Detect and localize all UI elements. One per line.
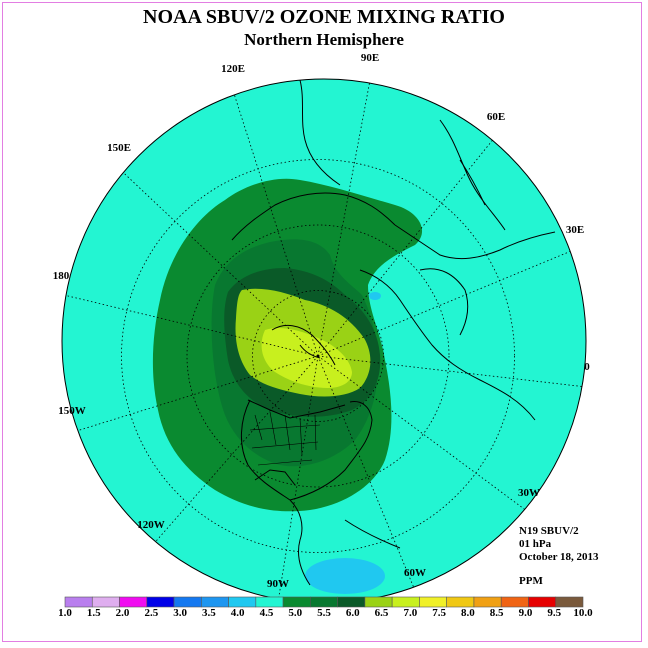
colorbar-tick-label: 3.5: [202, 607, 216, 619]
colorbar: [64, 596, 584, 608]
figure-frame: [2, 2, 642, 642]
instrument-label: N19 SBUV/2: [519, 525, 579, 537]
contour-7-0: [261, 327, 352, 388]
colorbar-swatch: [500, 596, 529, 608]
colorbar-swatch: [255, 596, 284, 608]
contour-4-0-south: [305, 558, 385, 594]
meridian-line: [317, 355, 583, 387]
colorbar-tick-label: 9.0: [518, 607, 533, 619]
colorbar-tick-label: 7.5: [432, 607, 446, 619]
units-label: PPM: [519, 575, 543, 587]
colorbar-tick-label: 8.5: [489, 607, 504, 619]
meridian-line: [317, 355, 414, 588]
colorbar-swatch: [173, 596, 202, 608]
colorbar-swatch: [310, 596, 338, 608]
lon-label-60w: 60W: [404, 567, 426, 579]
colorbar-swatch: [528, 596, 557, 608]
lon-label-120e: 120E: [221, 63, 245, 75]
colorbar-tick-label: 5.5: [317, 607, 331, 619]
colorbar-tick-label: 1.0: [58, 607, 72, 619]
colorbar-swatch: [391, 596, 420, 608]
colorbar-swatch: [364, 596, 393, 608]
state-boundaries: [249, 411, 321, 466]
latitude-circle: [121, 159, 515, 553]
colorbar-tick-label: 4.5: [259, 607, 274, 619]
colorbar-swatch: [201, 596, 229, 608]
pressure-level-label: 01 hPa: [519, 538, 552, 550]
latitude-circle: [252, 290, 384, 422]
meridian-line: [123, 172, 319, 357]
lon-label-60e: 60E: [487, 111, 505, 123]
meridian-line: [317, 355, 525, 510]
page-title: NOAA SBUV/2 OZONE MIXING RATIO: [143, 6, 505, 28]
lon-label-0: 0: [584, 361, 590, 373]
colorbar-tick-label: 2.0: [115, 607, 130, 619]
colorbar-tick-label: 1.5: [86, 607, 101, 619]
colorbar-swatch: [282, 596, 311, 608]
lon-label-120w: 120W: [137, 519, 165, 531]
lon-label-30e: 30E: [566, 224, 584, 236]
colorbar-tick-label: 8.0: [461, 607, 475, 619]
colorbar-swatch: [64, 596, 93, 608]
colorbar-tick-label: 6.5: [374, 607, 389, 619]
coastlines: [231, 79, 556, 586]
colorbar-tick-label: 2.5: [144, 607, 159, 619]
lon-label-150e: 150E: [107, 142, 131, 154]
lon-label-90e: 90E: [361, 52, 379, 64]
lon-label-180: 180: [53, 270, 70, 282]
latitude-circle: [186, 224, 450, 488]
colorbar-tick-label: 4.0: [230, 607, 245, 619]
page-subtitle: Northern Hemisphere: [244, 30, 404, 49]
lon-label-30w: 30W: [518, 487, 540, 499]
colorbar-swatch: [419, 596, 447, 608]
meridian-line: [234, 94, 319, 357]
meridian-line: [155, 355, 319, 542]
colorbar-swatch: [446, 596, 475, 608]
colorbar-swatch: [119, 596, 148, 608]
colorbar-tick-label: 6.0: [345, 607, 360, 619]
colorbar-tick-label: 7.0: [403, 607, 418, 619]
meridian-line: [278, 355, 319, 600]
contour-4-0-europe: [369, 292, 381, 300]
lon-label-90w: 90W: [267, 578, 289, 590]
colorbar-tick-label: 3.0: [173, 607, 187, 619]
colorbar-swatch: [91, 596, 120, 608]
colorbar-tick-label: 9.5: [547, 607, 562, 619]
meridian-line: [317, 251, 571, 357]
graticule: [65, 82, 583, 600]
colorbar-swatch: [228, 596, 257, 608]
colorbar-swatch: [555, 596, 584, 608]
colorbar-tick-label: 10.0: [573, 607, 593, 619]
colorbar-swatch: [146, 596, 175, 608]
colorbar-tick-label: 5.0: [288, 607, 303, 619]
colorbar-swatch: [337, 596, 366, 608]
colorbar-swatch: [473, 596, 502, 608]
date-label: October 18, 2013: [519, 551, 599, 563]
lon-label-150w: 150W: [58, 405, 86, 417]
